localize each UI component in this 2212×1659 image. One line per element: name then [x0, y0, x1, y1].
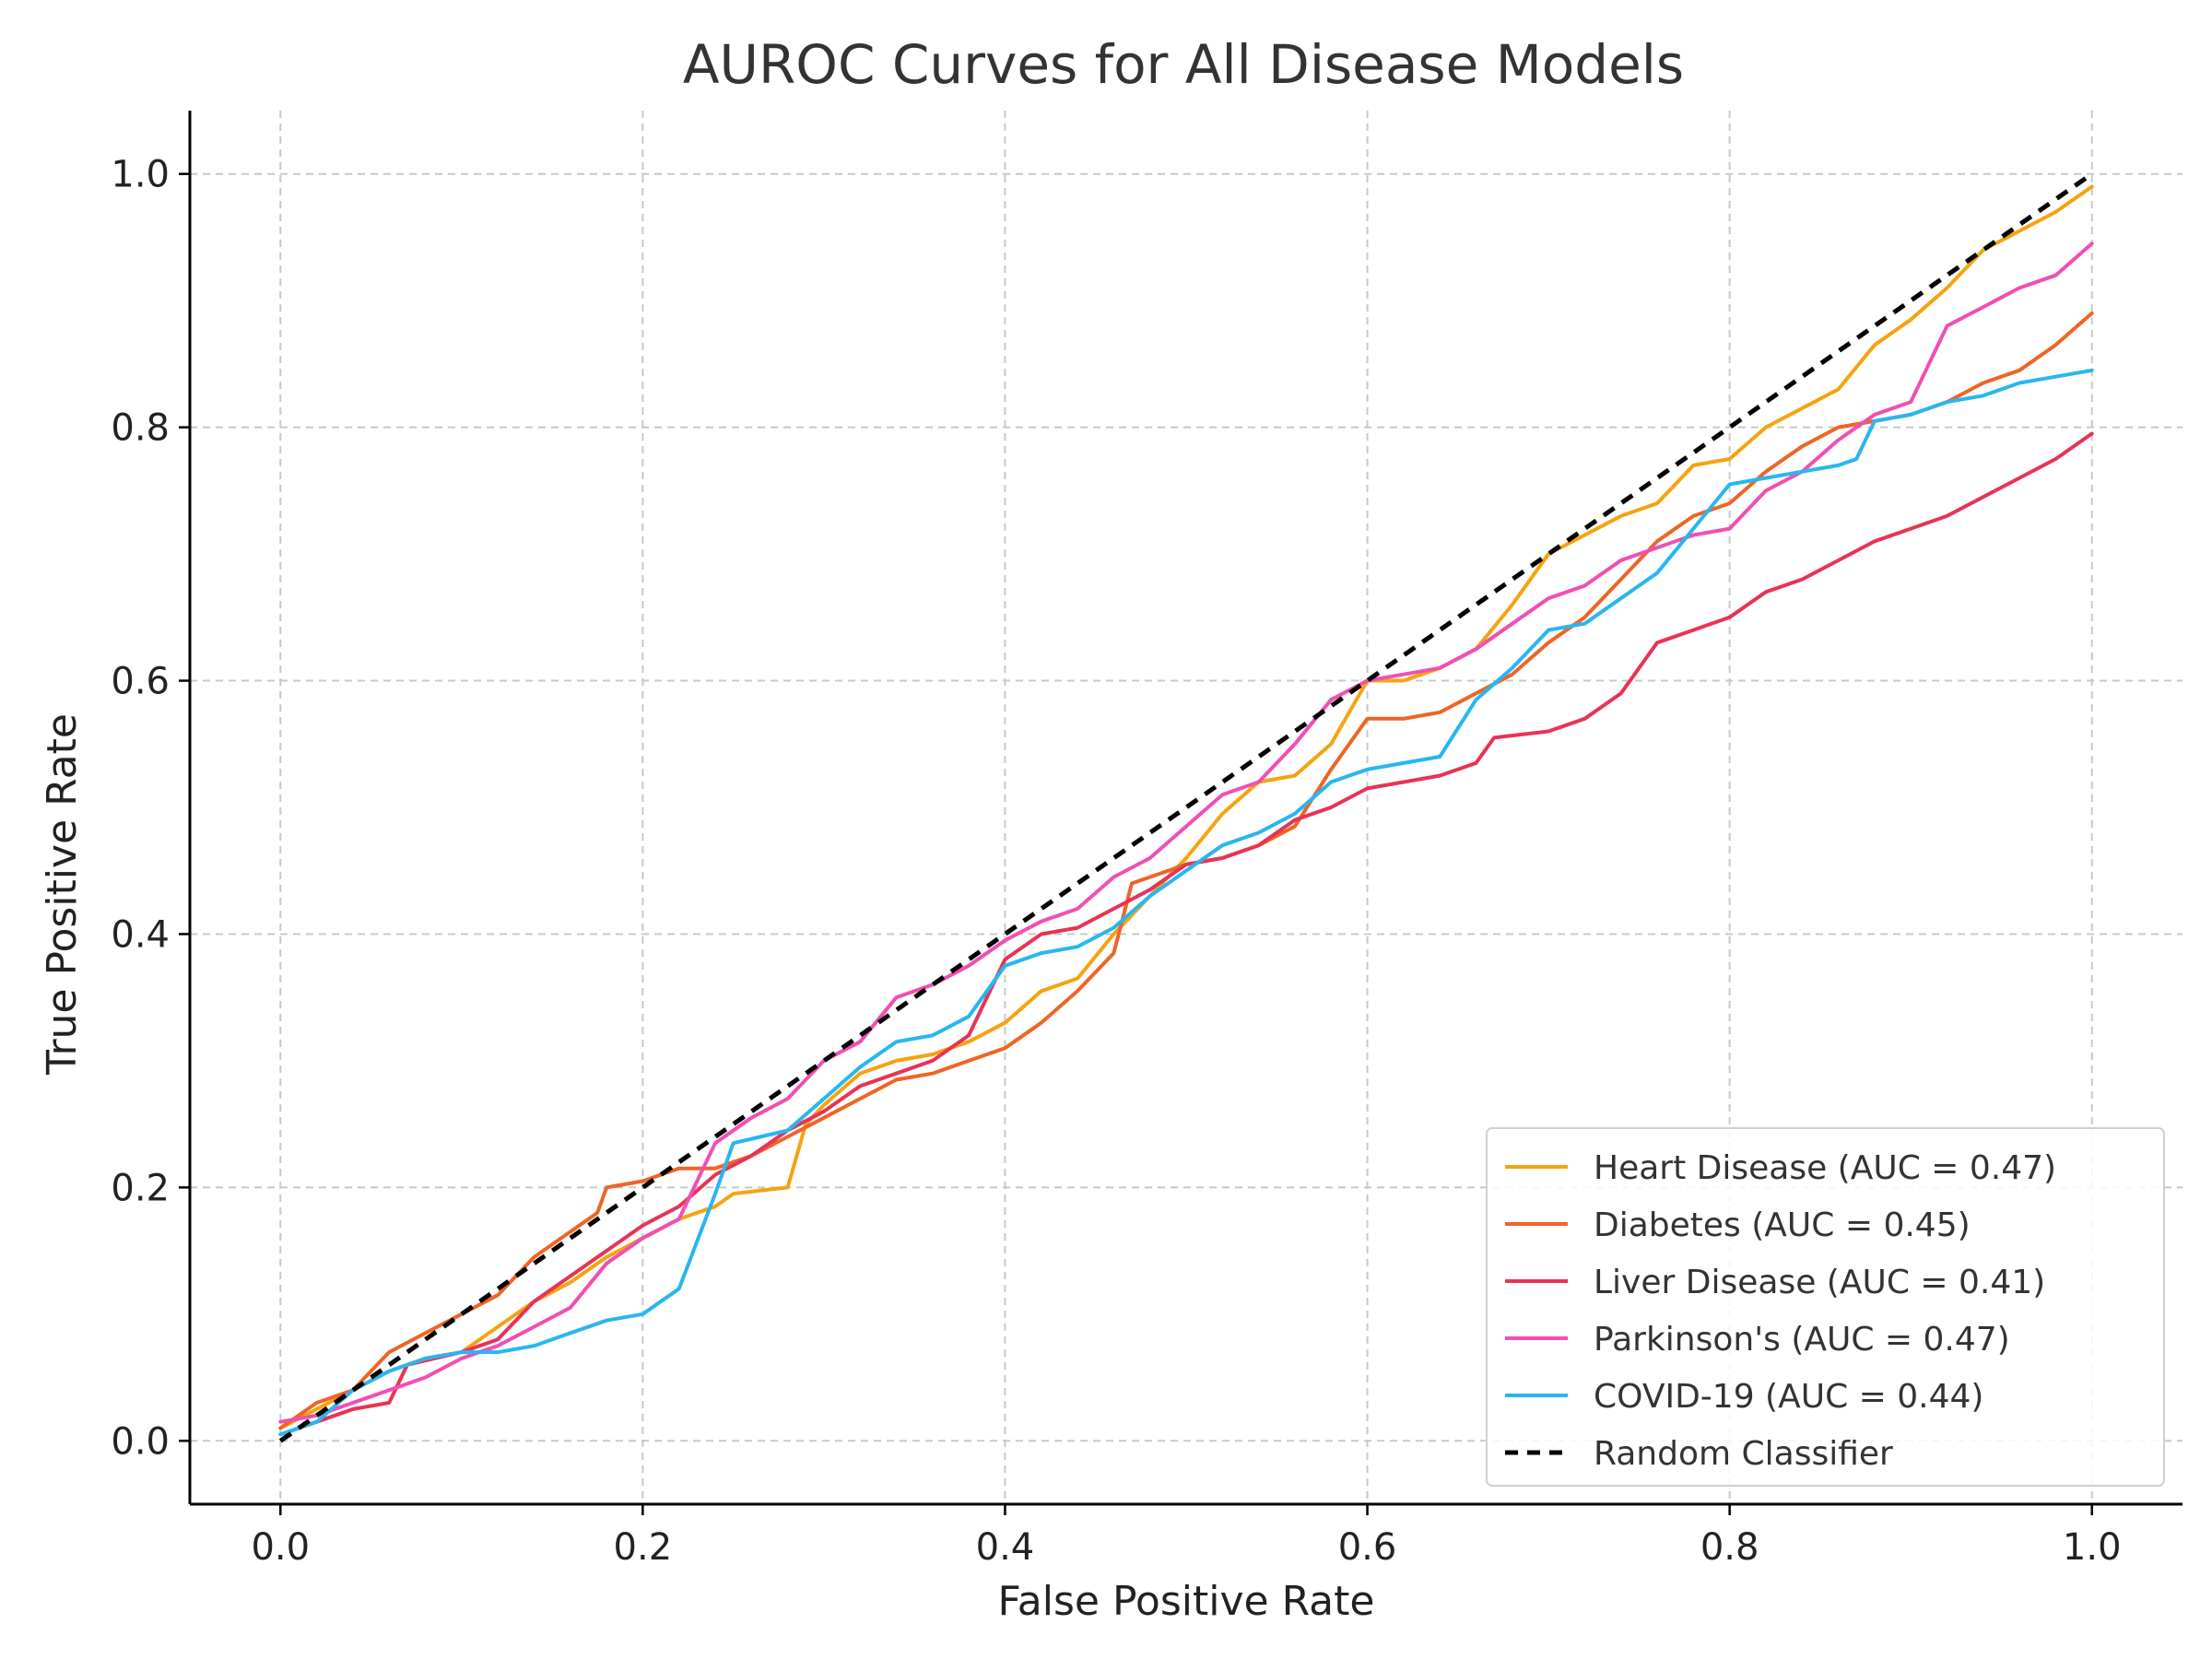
- x-tick-label: 0.8: [1700, 1526, 1759, 1569]
- series-line-2: [278, 431, 2094, 1437]
- series-lines: [278, 171, 2094, 1443]
- legend-label: Parkinson's (AUC = 0.47): [1594, 1321, 2010, 1359]
- chart-title: AUROC Curves for All Disease Models: [683, 33, 1684, 96]
- axes: [188, 111, 2183, 1506]
- legend-label: COVID-19 (AUC = 0.44): [1594, 1378, 1983, 1416]
- series-line-1: [278, 311, 2094, 1430]
- legend-label: Liver Disease (AUC = 0.41): [1594, 1264, 2045, 1301]
- y-tick-label: 1.0: [111, 154, 170, 196]
- legend-label: Heart Disease (AUC = 0.47): [1594, 1149, 2056, 1187]
- legend-box: [1486, 1127, 2165, 1487]
- grid-lines: [190, 111, 2183, 1504]
- tick-labels: 0.0 0.2 0.4 0.6 0.8 1.0 0.0 0.2 0.4 0.6 0.8 1.0: [111, 154, 2121, 1569]
- series-line-5: [278, 171, 2094, 1443]
- series-line-4: [278, 368, 2094, 1437]
- x-axis-label: False Positive Rate: [998, 1578, 1375, 1625]
- x-tick-label: 0.2: [614, 1526, 673, 1569]
- y-tick-label: 0.6: [111, 661, 170, 703]
- y-tick-label: 0.8: [111, 407, 170, 450]
- y-axis-label: True Positive Rate: [39, 713, 86, 1076]
- legend-label: Random Classifier: [1594, 1435, 1893, 1473]
- y-tick-label: 0.4: [111, 913, 170, 956]
- x-tick-label: 1.0: [2063, 1526, 2122, 1569]
- legend-label: Diabetes (AUC = 0.45): [1594, 1206, 1971, 1244]
- x-tick-label: 0.0: [251, 1526, 310, 1569]
- legend: Heart Disease (AUC = 0.47) Diabetes (AUC …: [1486, 1127, 2165, 1487]
- series-line-3: [278, 241, 2094, 1424]
- x-tick-label: 0.6: [1338, 1526, 1397, 1569]
- y-tick-label: 0.0: [111, 1420, 170, 1463]
- y-tick-label: 0.2: [111, 1167, 170, 1209]
- x-tick-label: 0.4: [976, 1526, 1035, 1569]
